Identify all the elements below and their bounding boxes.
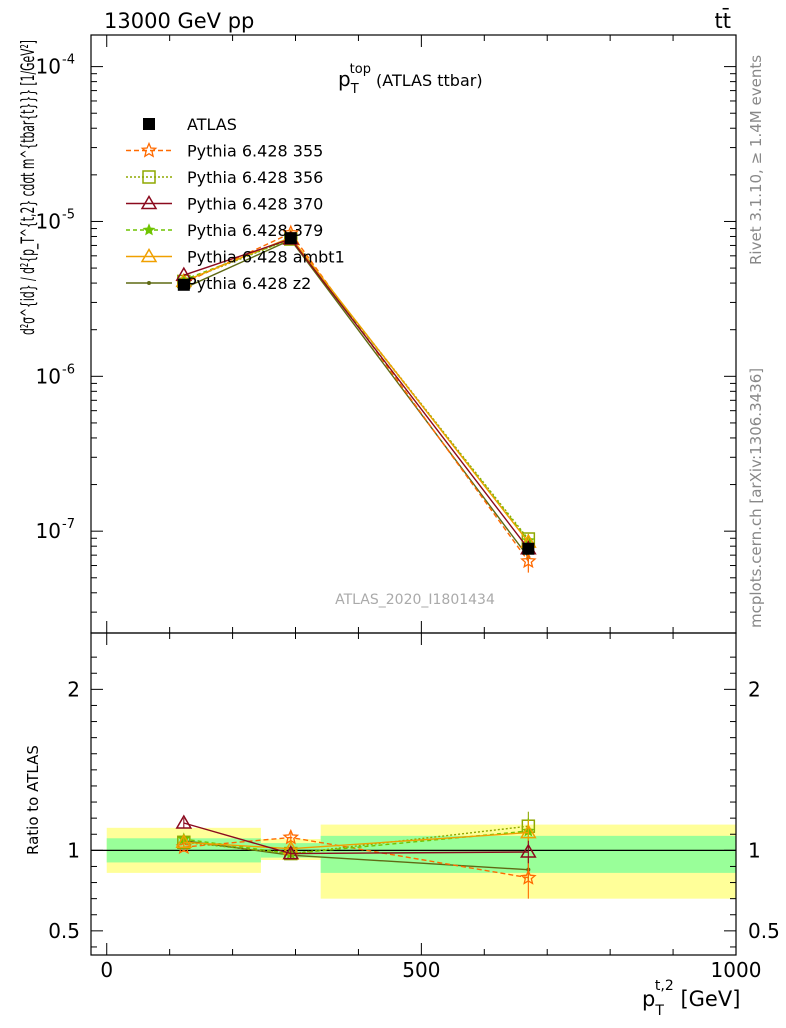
y-tick-label: 10 <box>36 209 61 233</box>
main-y-axis-label: d²σ^{id} / d²{p_T^{t,2} cdσt m^{tbar{t}}… <box>17 40 39 335</box>
x-tick-label: 500 <box>402 958 440 982</box>
plot-title: pTtop (ATLAS ttbar) <box>338 62 483 97</box>
y-tick-exponent: -6 <box>62 362 75 377</box>
ratio-point <box>520 868 537 885</box>
ratio-point <box>175 833 193 849</box>
ratio-y-tick-label-left: 0.5 <box>48 919 80 943</box>
process-label: tt̄ <box>715 8 731 33</box>
xlabel-suffix: [GeV] <box>674 987 741 1011</box>
data-point <box>520 552 537 569</box>
legend-label: Pythia 6.428 355 <box>187 142 323 161</box>
ratio-series-pythia-6-428-370 <box>175 814 537 864</box>
ratio-y-tick-label-left: 1 <box>67 838 80 862</box>
legend: ATLAS Pythia 6.428 355 Pythia 6.428 356 Pyt… <box>126 115 345 293</box>
y-tick-label: 10 <box>36 519 61 543</box>
legend-label: ATLAS <box>187 115 237 134</box>
title-sup: top <box>350 62 371 77</box>
ratio-point <box>282 845 300 860</box>
y-tick-label: 10 <box>36 55 61 79</box>
legend-item: ATLAS <box>143 115 237 134</box>
title-main: p <box>338 67 351 91</box>
xlabel-main: p <box>642 987 655 1011</box>
y-tick-exponent: -7 <box>62 517 75 532</box>
watermark: ATLAS_2020_I1801434 <box>335 592 495 608</box>
y-tick-exponent: -4 <box>62 53 75 68</box>
mcplots-label: mcplots.cern.ch [arXiv:1306.3436] <box>747 368 765 628</box>
legend-marker <box>147 281 151 285</box>
ratio-frame <box>90 632 737 956</box>
ratio-point <box>175 814 193 829</box>
legend-label: Pythia 6.428 379 <box>187 221 323 240</box>
legend-item: Pythia 6.428 z2 <box>126 274 311 293</box>
y-tick-exponent: -5 <box>62 207 75 222</box>
data-point <box>284 232 297 245</box>
legend-marker <box>140 248 158 263</box>
title-suffix: (ATLAS ttbar) <box>371 71 483 90</box>
ratio-y-tick-label-right: 2 <box>748 677 761 701</box>
ratio-y-axis-label: Ratio to ATLAS <box>24 745 42 855</box>
title-sub: T <box>350 82 359 97</box>
legend-label: Pythia 6.428 370 <box>187 195 323 214</box>
ratio-point <box>520 824 537 839</box>
energy-label: 13000 GeV pp <box>104 9 254 33</box>
ratio-series-pythia-6-428-ambt1 <box>175 819 537 855</box>
rivet-label: Rivet 3.1.10, ≥ 1.4M events <box>747 55 765 265</box>
legend-item: Pythia 6.428 370 <box>126 195 323 214</box>
x-axis-label: pTt,2 [GeV] <box>642 978 740 1019</box>
ratio-point <box>520 843 537 858</box>
legend-marker <box>140 141 158 158</box>
legend-marker <box>142 223 156 236</box>
ratio-y-tick-label-right: 1 <box>748 838 761 862</box>
x-tick-label: 1000 <box>711 958 762 982</box>
x-tick-label: 0 <box>100 958 113 982</box>
legend-marker <box>142 170 156 184</box>
legend-item: Pythia 6.428 ambt1 <box>126 248 345 267</box>
y-tick-label: 10 <box>36 364 61 388</box>
data-point <box>177 278 190 291</box>
ratio-y-tick-label-right: 0.5 <box>748 919 780 943</box>
data-point <box>522 542 535 555</box>
legend-label: Pythia 6.428 z2 <box>187 274 311 293</box>
xlabel-sup: t,2 <box>655 978 674 994</box>
legend-marker <box>143 118 155 130</box>
series-line <box>183 232 529 562</box>
series-atlas <box>177 232 535 555</box>
legend-item: Pythia 6.428 355 <box>126 142 323 161</box>
legend-marker <box>140 195 158 210</box>
xlabel-sub: T <box>654 1003 664 1019</box>
legend-label: Pythia 6.428 ambt1 <box>187 248 345 267</box>
ratio-y-tick-label-left: 2 <box>67 677 80 701</box>
legend-item: Pythia 6.428 379 <box>126 221 323 240</box>
legend-label: Pythia 6.428 356 <box>187 168 323 187</box>
legend-item: Pythia 6.428 356 <box>126 168 323 187</box>
